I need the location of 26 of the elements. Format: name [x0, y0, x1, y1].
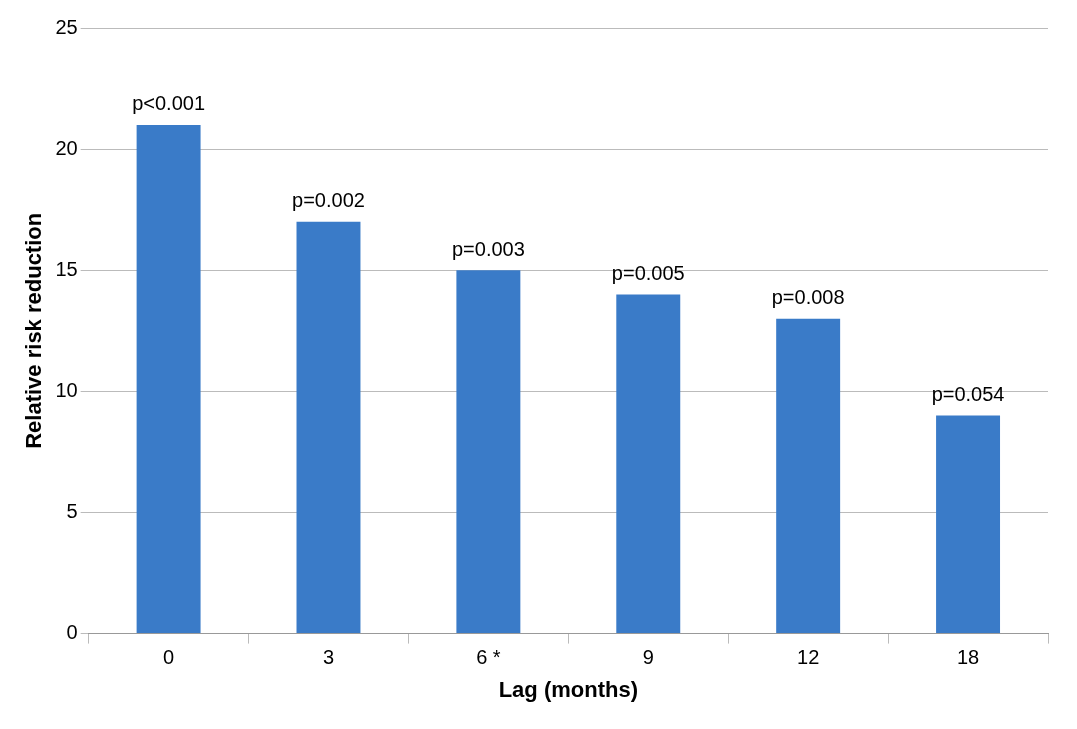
bar	[456, 270, 521, 634]
annotation: p=0.002	[292, 189, 365, 212]
bar	[936, 415, 1001, 634]
x-tick-label: 3	[322, 646, 335, 669]
bar	[776, 318, 841, 634]
y-axis-title: Relative risk reduction	[21, 212, 47, 449]
x-tick-label: 18	[956, 646, 980, 669]
y-tick-label: 25	[55, 15, 78, 38]
bar	[296, 221, 361, 634]
y-tick-label: 0	[66, 621, 78, 644]
annotation: p=0.008	[771, 286, 845, 309]
y-tick-label: 20	[55, 136, 78, 159]
x-tick-label: 12	[797, 646, 820, 669]
bar	[136, 124, 201, 634]
x-tick-label: 6 *	[476, 646, 501, 669]
annotation: p=0.054	[931, 383, 1005, 406]
x-tick-label: 0	[163, 646, 175, 669]
y-tick-label: 15	[55, 257, 78, 280]
annotation: p=0.005	[611, 261, 685, 284]
y-tick-label: 5	[66, 500, 78, 522]
annotation: p=0.003	[451, 237, 525, 260]
x-tick-label: 9	[642, 646, 654, 669]
y-tick-label: 10	[55, 378, 78, 401]
x-axis-title: Lag (months)	[498, 676, 638, 702]
bar	[616, 294, 681, 634]
annotation: p<0.001	[132, 92, 206, 115]
